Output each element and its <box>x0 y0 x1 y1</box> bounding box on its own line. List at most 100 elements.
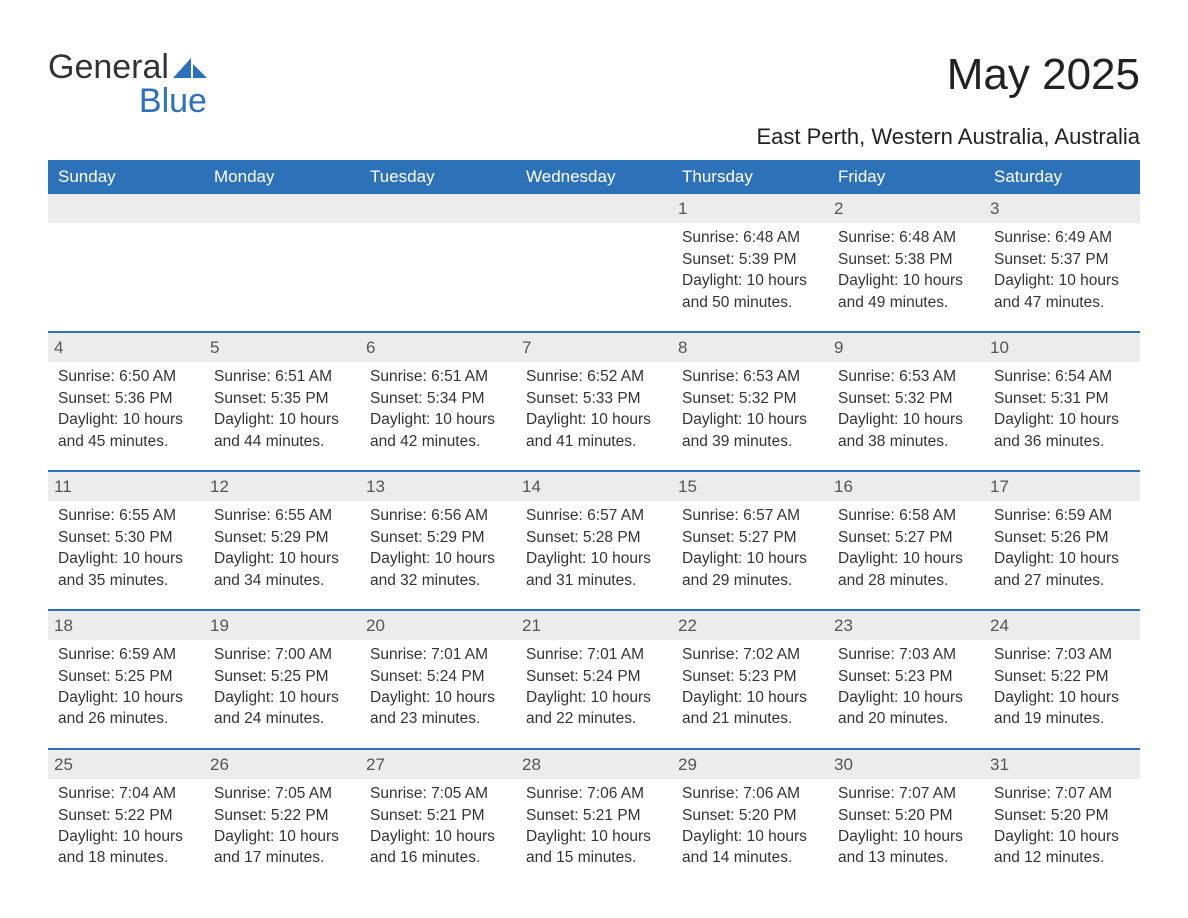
day-sunset: Sunset: 5:20 PM <box>838 805 974 826</box>
day-details: Sunrise: 6:59 AMSunset: 5:26 PMDaylight:… <box>994 505 1130 591</box>
day-number: 4 <box>48 333 204 362</box>
day-details: Sunrise: 7:05 AMSunset: 5:22 PMDaylight:… <box>214 783 350 869</box>
day-sunrise: Sunrise: 6:56 AM <box>370 505 506 526</box>
brand-word1: General <box>48 48 169 86</box>
day-header: Sunday <box>48 160 204 194</box>
day-sunrise: Sunrise: 6:57 AM <box>526 505 662 526</box>
day-number: 23 <box>828 611 984 640</box>
day-daylight: Daylight: 10 hours and 23 minutes. <box>370 687 506 730</box>
calendar-cell: 1Sunrise: 6:48 AMSunset: 5:39 PMDaylight… <box>672 194 828 332</box>
day-sunrise: Sunrise: 7:07 AM <box>838 783 974 804</box>
day-daylight: Daylight: 10 hours and 50 minutes. <box>682 270 818 313</box>
day-details: Sunrise: 6:58 AMSunset: 5:27 PMDaylight:… <box>838 505 974 591</box>
calendar-week: 4Sunrise: 6:50 AMSunset: 5:36 PMDaylight… <box>48 332 1140 471</box>
day-number: 31 <box>984 750 1140 779</box>
day-details: Sunrise: 7:00 AMSunset: 5:25 PMDaylight:… <box>214 644 350 730</box>
calendar-table: Sunday Monday Tuesday Wednesday Thursday… <box>48 160 1140 887</box>
day-sunrise: Sunrise: 7:06 AM <box>682 783 818 804</box>
day-number: 15 <box>672 472 828 501</box>
day-number: 11 <box>48 472 204 501</box>
day-sunset: Sunset: 5:30 PM <box>58 527 194 548</box>
calendar-cell: 12Sunrise: 6:55 AMSunset: 5:29 PMDayligh… <box>204 471 360 610</box>
day-details: Sunrise: 7:05 AMSunset: 5:21 PMDaylight:… <box>370 783 506 869</box>
day-number: 5 <box>204 333 360 362</box>
day-details: Sunrise: 6:55 AMSunset: 5:30 PMDaylight:… <box>58 505 194 591</box>
day-details: Sunrise: 7:03 AMSunset: 5:23 PMDaylight:… <box>838 644 974 730</box>
day-daylight: Daylight: 10 hours and 26 minutes. <box>58 687 194 730</box>
day-details: Sunrise: 7:07 AMSunset: 5:20 PMDaylight:… <box>994 783 1130 869</box>
day-sunrise: Sunrise: 6:51 AM <box>370 366 506 387</box>
calendar-cell: 4Sunrise: 6:50 AMSunset: 5:36 PMDaylight… <box>48 332 204 471</box>
day-number: 3 <box>984 194 1140 223</box>
day-sunset: Sunset: 5:21 PM <box>526 805 662 826</box>
day-details: Sunrise: 6:54 AMSunset: 5:31 PMDaylight:… <box>994 366 1130 452</box>
calendar-cell <box>516 194 672 332</box>
day-daylight: Daylight: 10 hours and 20 minutes. <box>838 687 974 730</box>
day-sunrise: Sunrise: 6:57 AM <box>682 505 818 526</box>
day-sunrise: Sunrise: 6:51 AM <box>214 366 350 387</box>
day-sunset: Sunset: 5:35 PM <box>214 388 350 409</box>
day-daylight: Daylight: 10 hours and 22 minutes. <box>526 687 662 730</box>
day-sunset: Sunset: 5:38 PM <box>838 249 974 270</box>
calendar-cell: 6 Sunrise: 6:51 AMSunset: 5:34 PMDaylight… <box>360 332 516 471</box>
sail-icon <box>173 48 207 86</box>
calendar-cell: 17Sunrise: 6:59 AMSunset: 5:26 PMDayligh… <box>984 471 1140 610</box>
day-header: Tuesday <box>360 160 516 194</box>
day-sunset: Sunset: 5:37 PM <box>994 249 1130 270</box>
day-number: 18 <box>48 611 204 640</box>
day-daylight: Daylight: 10 hours and 13 minutes. <box>838 826 974 869</box>
day-sunset: Sunset: 5:25 PM <box>58 666 194 687</box>
day-daylight: Daylight: 10 hours and 27 minutes. <box>994 548 1130 591</box>
day-sunrise: Sunrise: 7:01 AM <box>526 644 662 665</box>
day-sunset: Sunset: 5:26 PM <box>994 527 1130 548</box>
day-number: 24 <box>984 611 1140 640</box>
calendar-cell: 13 Sunrise: 6:56 AMSunset: 5:29 PMDayligh… <box>360 471 516 610</box>
day-details: Sunrise: 7:03 AMSunset: 5:22 PMDaylight:… <box>994 644 1130 730</box>
day-sunrise: Sunrise: 6:59 AM <box>58 644 194 665</box>
day-number <box>360 194 516 223</box>
calendar-cell: 11 Sunrise: 6:55 AMSunset: 5:30 PMDayligh… <box>48 471 204 610</box>
day-daylight: Daylight: 10 hours and 47 minutes. <box>994 270 1130 313</box>
day-number: 2 <box>828 194 984 223</box>
day-details: Sunrise: 6:49 AMSunset: 5:37 PMDaylight:… <box>994 227 1130 313</box>
day-daylight: Daylight: 10 hours and 19 minutes. <box>994 687 1130 730</box>
day-number: 16 <box>828 472 984 501</box>
calendar-cell: 9Sunrise: 6:53 AMSunset: 5:32 PMDaylight… <box>828 332 984 471</box>
calendar-cell: 20Sunrise: 7:01 AMSunset: 5:24 PMDayligh… <box>360 610 516 749</box>
day-sunset: Sunset: 5:20 PM <box>994 805 1130 826</box>
day-sunrise: Sunrise: 6:58 AM <box>838 505 974 526</box>
calendar-week: 11Sunrise: 6:55 AMSunset: 5:30 PMDayligh… <box>48 471 1140 610</box>
day-number: 22 <box>672 611 828 640</box>
day-daylight: Daylight: 10 hours and 15 minutes. <box>526 826 662 869</box>
calendar-cell: 21Sunrise: 7:01 AMSunset: 5:24 PMDayligh… <box>516 610 672 749</box>
day-sunset: Sunset: 5:21 PM <box>370 805 506 826</box>
calendar-cell: 23 Sunrise: 7:03 AMSunset: 5:23 PMDayligh… <box>828 610 984 749</box>
day-daylight: Daylight: 10 hours and 36 minutes. <box>994 409 1130 452</box>
day-sunrise: Sunrise: 6:54 AM <box>994 366 1130 387</box>
day-details: Sunrise: 6:56 AMSunset: 5:29 PMDaylight:… <box>370 505 506 591</box>
day-sunrise: Sunrise: 7:03 AM <box>994 644 1130 665</box>
day-sunset: Sunset: 5:22 PM <box>58 805 194 826</box>
day-details: Sunrise: 6:51 AMSunset: 5:34 PMDaylight:… <box>370 366 506 452</box>
calendar-cell: 24 Sunrise: 7:03 AMSunset: 5:22 PMDayligh… <box>984 610 1140 749</box>
day-sunrise: Sunrise: 6:55 AM <box>214 505 350 526</box>
day-details: Sunrise: 6:48 AMSunset: 5:39 PMDaylight:… <box>682 227 818 313</box>
day-number: 26 <box>204 750 360 779</box>
day-details: Sunrise: 7:06 AMSunset: 5:20 PMDaylight:… <box>682 783 818 869</box>
calendar-week: 1Sunrise: 6:48 AMSunset: 5:39 PMDaylight… <box>48 194 1140 332</box>
day-sunset: Sunset: 5:24 PM <box>370 666 506 687</box>
day-sunrise: Sunrise: 6:48 AM <box>838 227 974 248</box>
day-sunrise: Sunrise: 6:49 AM <box>994 227 1130 248</box>
day-number <box>516 194 672 223</box>
day-number: 20 <box>360 611 516 640</box>
brand-word2: Blue <box>139 82 207 120</box>
day-details: Sunrise: 7:02 AMSunset: 5:23 PMDaylight:… <box>682 644 818 730</box>
day-number: 6 <box>360 333 516 362</box>
day-sunrise: Sunrise: 7:00 AM <box>214 644 350 665</box>
day-sunset: Sunset: 5:25 PM <box>214 666 350 687</box>
calendar-cell: 28Sunrise: 7:06 AMSunset: 5:21 PMDayligh… <box>516 749 672 887</box>
calendar-week: 18Sunrise: 6:59 AMSunset: 5:25 PMDayligh… <box>48 610 1140 749</box>
day-number: 13 <box>360 472 516 501</box>
day-number: 12 <box>204 472 360 501</box>
day-sunrise: Sunrise: 7:05 AM <box>370 783 506 804</box>
